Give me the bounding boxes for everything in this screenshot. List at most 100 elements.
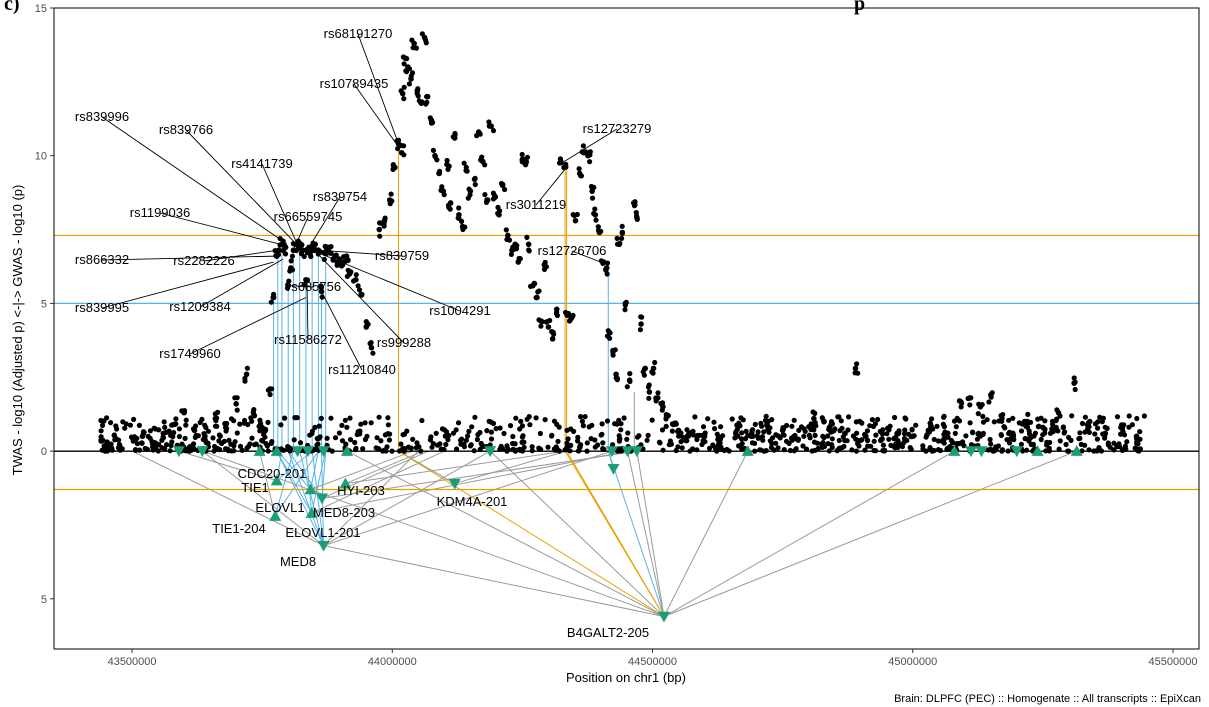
gwas-point xyxy=(852,365,859,372)
gwas-point xyxy=(202,437,208,443)
gwas-point xyxy=(684,438,690,444)
gwas-point xyxy=(1119,425,1125,431)
y-tick-label: 10 xyxy=(35,151,47,163)
link-line xyxy=(276,451,283,481)
gwas-point xyxy=(627,371,633,377)
gene-snp-links xyxy=(131,450,1077,617)
gwas-point xyxy=(381,223,387,229)
gwas-point xyxy=(297,240,303,247)
gwas-point xyxy=(500,181,506,188)
gene-marker xyxy=(339,477,352,489)
gwas-point xyxy=(617,240,623,246)
snp-label: rs66559745 xyxy=(274,209,343,224)
gwas-point xyxy=(810,409,816,415)
gwas-point xyxy=(549,329,555,335)
gwas-point xyxy=(314,435,320,442)
snp-label-leader xyxy=(357,33,399,145)
gwas-point xyxy=(714,448,720,454)
gwas-point xyxy=(424,94,430,100)
gwas-point xyxy=(1038,415,1044,421)
gwas-point xyxy=(1011,437,1017,443)
link-line xyxy=(321,450,637,499)
gwas-point xyxy=(307,432,313,438)
gwas-point xyxy=(339,438,346,444)
link-line xyxy=(311,450,628,514)
gwas-point xyxy=(173,421,179,427)
gwas-point xyxy=(653,398,659,404)
gwas-point xyxy=(234,407,240,413)
gwas-point xyxy=(660,447,666,453)
link-line xyxy=(299,450,325,546)
gwas-point xyxy=(1065,448,1071,454)
link-line xyxy=(276,450,313,482)
gwas-point xyxy=(974,436,981,442)
gwas-point xyxy=(1042,426,1048,432)
gwas-point xyxy=(477,429,483,436)
gwas-point xyxy=(854,361,860,367)
gwas-point xyxy=(368,420,374,426)
gwas-point xyxy=(203,424,209,431)
gwas-point xyxy=(395,146,401,152)
gwas-point xyxy=(927,445,933,451)
gwas-point xyxy=(1124,439,1130,445)
gwas-point xyxy=(359,292,365,298)
gwas-point xyxy=(678,430,684,436)
gwas-point xyxy=(902,415,908,421)
gwas-point xyxy=(553,444,559,450)
gwas-point xyxy=(542,259,548,265)
gwas-point xyxy=(253,441,259,447)
gwas-point xyxy=(398,88,404,94)
snp-label: rs11586272 xyxy=(274,332,342,347)
gwas-point xyxy=(353,272,359,278)
gwas-point xyxy=(952,430,958,436)
gwas-point xyxy=(605,328,611,334)
gwas-point xyxy=(659,427,666,433)
gwas-point xyxy=(237,421,243,427)
link-line xyxy=(323,545,665,617)
gwas-point xyxy=(527,422,533,428)
chart-title-fragment-left: c) xyxy=(4,0,20,15)
gwas-point xyxy=(773,432,779,438)
gwas-point xyxy=(517,256,523,262)
gwas-point xyxy=(587,159,593,165)
gwas-point xyxy=(839,425,845,431)
gwas-point xyxy=(907,445,913,451)
gwas-point xyxy=(634,434,641,440)
gwas-point xyxy=(1120,429,1126,435)
gene-label: TIE1 xyxy=(241,480,268,495)
gwas-point xyxy=(139,433,146,440)
gwas-point xyxy=(211,443,218,450)
gwas-point xyxy=(151,425,157,431)
gwas-point xyxy=(231,443,237,449)
gwas-point xyxy=(812,420,818,426)
gwas-point xyxy=(941,424,948,430)
gwas-point xyxy=(1054,407,1060,413)
gwas-point xyxy=(1134,415,1140,422)
gwas-point xyxy=(1055,428,1061,434)
gwas-point xyxy=(519,423,526,429)
snp-label-leader xyxy=(261,163,300,248)
gwas-point xyxy=(293,248,299,254)
gene-marker xyxy=(1070,445,1083,456)
gwas-point xyxy=(136,422,142,428)
link-line xyxy=(663,450,1077,617)
x-tick-label: 45000000 xyxy=(888,656,937,668)
gwas-point xyxy=(514,242,520,249)
gwas-point xyxy=(304,250,310,256)
gwas-point xyxy=(875,416,881,423)
gwas-point xyxy=(223,446,229,452)
gwas-point xyxy=(627,378,633,385)
snp-label: rs68191270 xyxy=(324,26,393,41)
gwas-point xyxy=(378,438,384,444)
gwas-point xyxy=(268,299,274,305)
snp-label-leader xyxy=(185,129,297,245)
gwas-point xyxy=(743,428,749,434)
gwas-point xyxy=(477,131,483,137)
gwas-point xyxy=(1069,413,1075,419)
gwas-point xyxy=(637,327,644,333)
gwas-point xyxy=(247,441,253,447)
snp-label: rs1004291 xyxy=(429,303,490,318)
gwas-point xyxy=(1082,442,1088,448)
gwas-point xyxy=(482,162,488,168)
snp-label-leader xyxy=(571,250,609,266)
